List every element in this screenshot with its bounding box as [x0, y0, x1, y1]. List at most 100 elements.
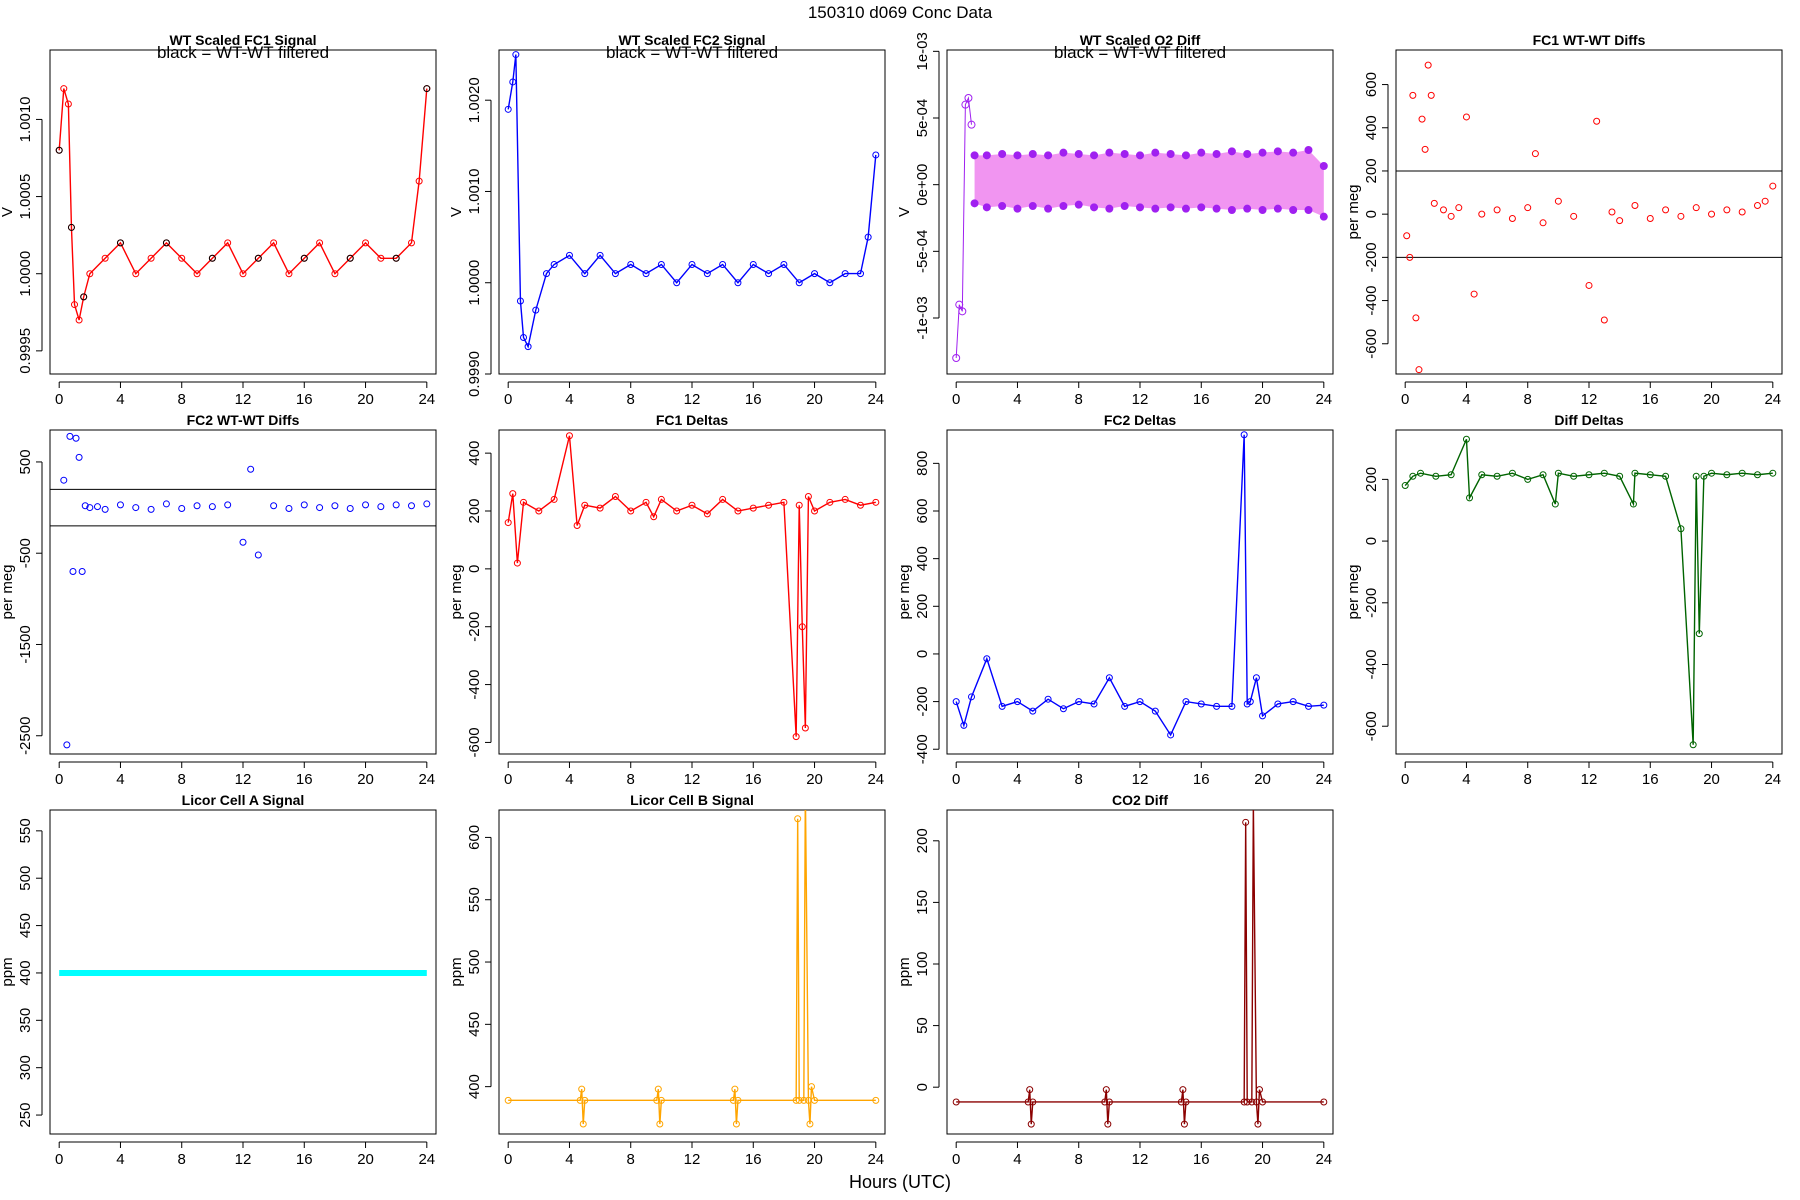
y-tick-label: 1e-03 — [914, 32, 931, 70]
y-tick-label: -600 — [1363, 711, 1380, 741]
x-tick-label: 8 — [1524, 771, 1532, 788]
series-point — [1462, 435, 1470, 443]
y-tick-label: -400 — [1363, 649, 1380, 679]
y-axis-label: ppm — [896, 957, 913, 986]
x-tick-label: 12 — [684, 1151, 701, 1168]
series-point — [1695, 630, 1703, 638]
y-tick-label: 100 — [914, 951, 931, 976]
data-point — [1761, 197, 1769, 205]
y-axis-label: per meg — [1345, 184, 1362, 239]
panel-title: CO2 Diff — [1112, 792, 1168, 808]
plot-area — [504, 51, 880, 351]
series-point — [132, 270, 140, 278]
panel-title: WT Scaled FC1 Signal — [169, 32, 316, 48]
data-point — [1421, 145, 1429, 153]
series-point — [795, 1096, 803, 1104]
data-point — [1430, 199, 1438, 207]
panel-title: WT Scaled O2 Diff — [1080, 32, 1201, 48]
x-tick-label: 20 — [806, 391, 823, 408]
y-axis-label: per meg — [0, 564, 16, 619]
series-point — [780, 260, 788, 268]
lower-point — [1090, 203, 1099, 212]
data-point — [1439, 206, 1447, 214]
series-point — [550, 260, 558, 268]
y-tick-label: 400 — [466, 441, 483, 466]
series-point — [270, 239, 278, 247]
y-tick-label: 250 — [17, 1103, 34, 1128]
series-point — [732, 1120, 740, 1128]
series-point — [627, 507, 635, 515]
y-tick-label: 0.9995 — [17, 328, 34, 374]
y-axis-label: V — [0, 207, 16, 217]
series-point — [872, 151, 880, 159]
data-point — [66, 432, 74, 440]
x-tick-label: 16 — [1193, 771, 1210, 788]
data-point — [116, 501, 124, 509]
series-line — [507, 54, 877, 349]
y-tick-label: 600 — [466, 825, 483, 850]
series-point — [1289, 698, 1297, 706]
series-point — [1254, 1120, 1262, 1128]
x-tick-label: 0 — [1401, 391, 1409, 408]
y-tick-label: 350 — [17, 1008, 34, 1033]
lower-point — [1197, 203, 1206, 212]
x-tick-label: 16 — [296, 771, 313, 788]
series-point — [1304, 702, 1312, 710]
x-tick-label: 16 — [1642, 391, 1659, 408]
series-point — [795, 501, 803, 509]
data-point — [254, 551, 262, 559]
series-point — [1708, 469, 1716, 477]
panel-licor-b: Licor Cell B Signal ppm 0 4 8 12 16 20 24 400 450 5… — [448, 792, 886, 1168]
y-axis-label: per meg — [448, 564, 465, 619]
series-point — [178, 254, 186, 262]
series-point — [765, 270, 773, 278]
y-axis-label: V — [448, 207, 465, 217]
y-tick-label: -200 — [466, 612, 483, 642]
data-point — [101, 505, 109, 513]
series-point — [801, 724, 809, 732]
series-point — [520, 498, 528, 506]
data-point — [1418, 115, 1426, 123]
data-point — [1616, 217, 1624, 225]
x-tick-label: 16 — [745, 771, 762, 788]
series-point — [1182, 698, 1190, 706]
series-point — [581, 1096, 589, 1104]
x-tick-label: 20 — [1254, 771, 1271, 788]
series-point — [673, 507, 681, 515]
panel-licor-a: Licor Cell A Signal ppm 0 4 8 12 16 20 24 250 300 3… — [0, 792, 437, 1168]
upper-point — [1273, 147, 1282, 156]
lower-point — [998, 202, 1007, 210]
x-tick-label: 4 — [565, 391, 573, 408]
data-point — [1406, 253, 1414, 261]
data-point — [1593, 117, 1601, 125]
x-tick-label: 8 — [627, 391, 635, 408]
x-tick-label: 16 — [745, 1151, 762, 1168]
series-point — [1075, 698, 1083, 706]
x-tick-label: 20 — [1254, 391, 1271, 408]
series-point — [657, 495, 665, 503]
series-point — [826, 279, 834, 287]
series-point — [1255, 1086, 1263, 1094]
series-point — [1151, 707, 1159, 715]
y-axis-label: per meg — [1345, 564, 1362, 619]
data-point — [162, 500, 170, 508]
series-point — [60, 85, 68, 93]
x-tick-label: 20 — [357, 391, 374, 408]
series-point — [654, 1085, 662, 1093]
y-tick-label: -5e-04 — [914, 230, 931, 273]
lower-point — [1028, 202, 1037, 210]
series-point — [872, 1096, 880, 1104]
data-point — [63, 741, 71, 749]
series-point — [734, 279, 742, 287]
series-point — [285, 270, 293, 278]
data-point — [1427, 91, 1435, 99]
series-point — [1466, 494, 1474, 502]
series-point — [224, 239, 232, 247]
y-tick-label: 0 — [1363, 537, 1380, 545]
series-point — [1029, 707, 1037, 715]
plot-area — [952, 94, 1328, 362]
series-point — [642, 270, 650, 278]
upper-point — [1044, 151, 1053, 160]
y-tick-label: -200 — [1363, 588, 1380, 618]
